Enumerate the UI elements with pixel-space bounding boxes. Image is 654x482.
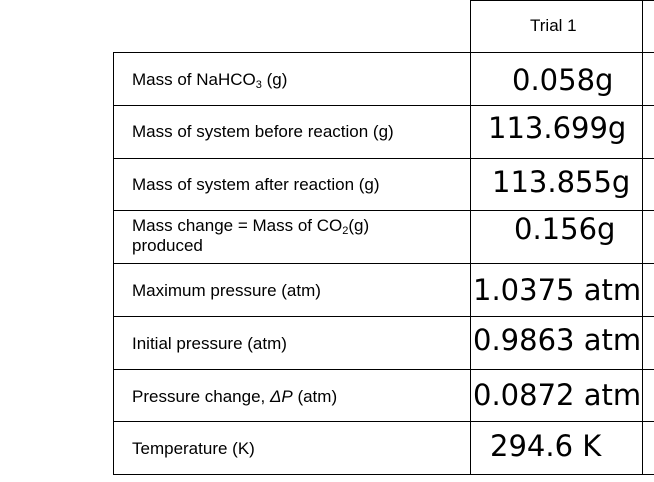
grid-line: [470, 0, 654, 1]
grid-line: [113, 316, 654, 317]
grid-line: [113, 210, 654, 211]
grid-line: [113, 369, 654, 370]
value-temperature: 294.6 K: [490, 429, 602, 463]
grid-line: [113, 421, 654, 422]
grid-line: [113, 105, 654, 106]
row-label-mass-change: Mass change = Mass of CO2(g) produced: [132, 216, 370, 255]
grid-line: [642, 0, 643, 475]
row-label-mass-nahco3: Mass of NaHCO3 (g): [132, 70, 288, 91]
row-label-initial-pressure: Initial pressure (atm): [132, 334, 287, 353]
value-mass-nahco3: 0.058g: [512, 63, 614, 97]
value-mass-before: 113.699g: [488, 111, 627, 145]
value-mass-after: 113.855g: [492, 165, 631, 199]
grid-line: [113, 263, 654, 264]
value-max-pressure: 1.0375 atm: [473, 273, 642, 307]
grid-line: [470, 0, 471, 475]
row-label-temperature: Temperature (K): [132, 439, 255, 458]
row-label-mass-before: Mass of system before reaction (g): [132, 122, 394, 141]
trial-1-header: Trial 1: [530, 16, 577, 35]
value-pressure-change: 0.0872 atm: [473, 378, 642, 412]
value-mass-change: 0.156g: [514, 212, 616, 246]
grid-line: [113, 52, 114, 475]
grid-line: [113, 52, 654, 53]
value-initial-pressure: 0.9863 atm: [473, 323, 642, 357]
row-label-mass-after: Mass of system after reaction (g): [132, 175, 380, 194]
row-label-pressure-change: Pressure change, ΔP (atm): [132, 387, 338, 406]
grid-line: [113, 474, 654, 475]
row-label-max-pressure: Maximum pressure (atm): [132, 281, 321, 300]
grid-line: [113, 158, 654, 159]
